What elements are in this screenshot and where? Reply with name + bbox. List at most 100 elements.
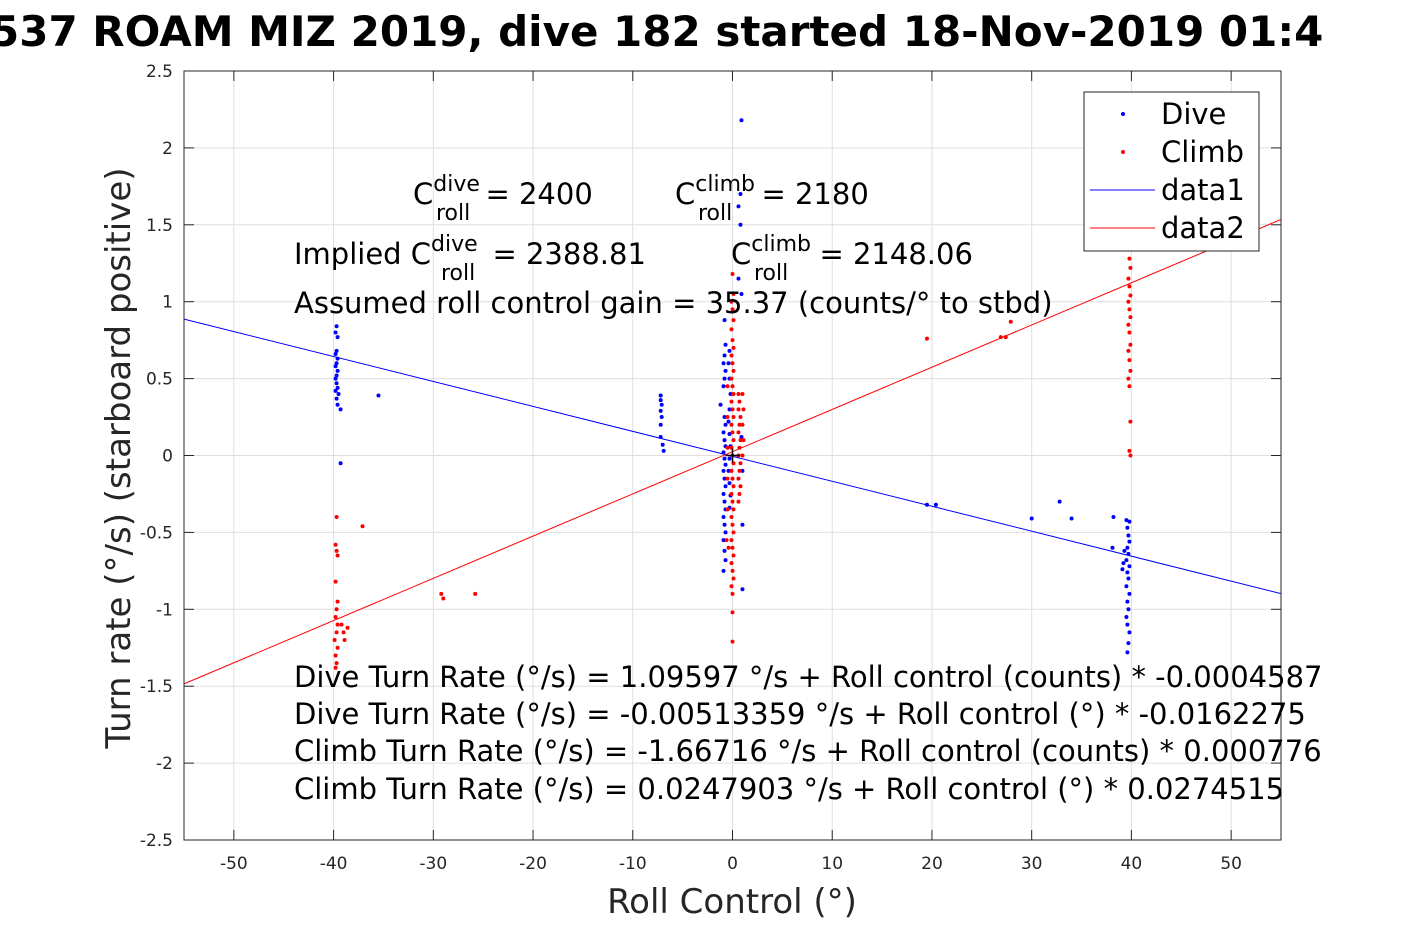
dive-point	[723, 484, 728, 489]
climb-point	[737, 399, 742, 404]
dive-point	[1125, 622, 1130, 627]
dive-point	[335, 356, 340, 361]
dive-point	[1069, 516, 1074, 521]
y-tick-label: 1	[162, 293, 173, 313]
climb-point	[334, 548, 339, 553]
annotation-c-climb-value: = 2180	[752, 177, 869, 211]
tick-marks	[184, 70, 1281, 841]
climb-point	[1126, 322, 1131, 327]
climb-point	[1127, 284, 1132, 289]
annotation-c-dive-subscript: roll	[436, 201, 470, 226]
climb-point	[725, 415, 730, 420]
legend: Dive Climb data1 data2	[1083, 91, 1260, 252]
dive-point	[1120, 567, 1125, 572]
dive-point	[722, 476, 727, 481]
climb-point	[1128, 368, 1133, 373]
climb-point	[730, 639, 735, 644]
dive-point	[726, 361, 731, 366]
dive-point	[722, 415, 727, 420]
dive-point	[334, 348, 339, 353]
dive-point	[1127, 519, 1132, 524]
climb-point	[345, 625, 350, 630]
annotation-c-dive-value: = 2400	[476, 177, 593, 211]
climb-point	[333, 665, 338, 670]
climb-point	[1126, 376, 1131, 381]
dive-point	[1125, 525, 1130, 530]
climb-point	[731, 530, 736, 535]
climb-point	[730, 476, 735, 481]
climb-point	[1127, 307, 1132, 312]
climb-point	[737, 491, 742, 496]
y-tick-label: -1	[156, 600, 173, 620]
x-tick-label: 40	[1121, 854, 1143, 874]
climb-point	[1126, 348, 1131, 353]
dive-point	[721, 361, 726, 366]
climb-point	[731, 391, 736, 396]
climb-point	[740, 422, 745, 427]
legend-label-dive: Dive	[1161, 97, 1226, 131]
annotation-c-climb-superscript: climb	[695, 172, 755, 197]
dive-point	[721, 450, 726, 455]
dive-point	[1124, 558, 1129, 563]
annotation-equation-4: Climb Turn Rate (°/s) = 0.0247903 °/s + …	[294, 772, 1284, 806]
legend-swatch-dive	[1121, 112, 1125, 116]
dive-point	[333, 330, 338, 335]
dive-point	[736, 204, 741, 209]
climb-point	[737, 422, 742, 427]
climb-point	[731, 292, 736, 297]
dive-point	[723, 462, 728, 467]
y-tick-labels: -2.5 -2 -1.5 -1 -0.5 0 0.5 1 1.5 2 2.5	[140, 62, 173, 851]
climb-point	[1127, 358, 1132, 363]
climb-point	[725, 476, 730, 481]
y-tick-label: -2	[156, 754, 173, 774]
dive-point	[722, 522, 727, 527]
climb-point	[341, 630, 346, 635]
dive-point	[727, 348, 732, 353]
climb-point	[473, 591, 478, 596]
dive-point	[1124, 518, 1129, 523]
x-tick-label: 50	[1220, 854, 1242, 874]
dive-point	[721, 468, 726, 473]
dive-point	[924, 502, 929, 507]
dive-point	[1057, 499, 1062, 504]
dive-point	[1124, 614, 1129, 619]
climb-point	[339, 622, 344, 627]
dive-point	[740, 468, 745, 473]
annotation-equation-1: Dive Turn Rate (°/s) = 1.09597 °/s + Rol…	[294, 660, 1322, 694]
dive-point	[738, 192, 743, 197]
climb-point	[333, 614, 338, 619]
climb-point	[730, 591, 735, 596]
dive-point	[658, 393, 663, 398]
climb-point	[731, 415, 736, 420]
dive-point	[333, 351, 338, 356]
dive-point	[728, 391, 733, 396]
dive-point	[727, 431, 732, 436]
climb-point	[335, 553, 340, 558]
climb-point	[729, 538, 734, 543]
climb-point	[1127, 330, 1132, 335]
annotation-implied-climb-letter: C	[731, 237, 751, 271]
climb-point	[731, 318, 736, 323]
climb-point	[731, 345, 736, 350]
climb-point	[740, 453, 745, 458]
dive-point	[722, 376, 727, 381]
climb-point	[360, 524, 365, 529]
annotations: Cdive roll = 2400 Cclimb roll = 2180 Impli…	[294, 172, 1322, 806]
climb-point	[730, 430, 735, 435]
climb-point	[729, 468, 734, 473]
x-tick-label: -20	[519, 854, 547, 874]
dive-point	[727, 456, 732, 461]
x-tick-label: -40	[320, 854, 348, 874]
climb-point	[730, 568, 735, 573]
annotation-implied-prefix: Implied C	[294, 237, 431, 271]
dive-point	[736, 276, 741, 281]
dive-point	[740, 522, 745, 527]
climb-point	[730, 361, 735, 366]
climb-point	[1127, 448, 1132, 453]
dive-point	[738, 222, 743, 227]
annotation-implied-dive-value: = 2388.81	[483, 237, 646, 271]
dive-point	[721, 430, 726, 435]
dive-point	[1125, 650, 1130, 655]
climb-point	[1128, 315, 1133, 320]
dive-point	[723, 530, 728, 535]
